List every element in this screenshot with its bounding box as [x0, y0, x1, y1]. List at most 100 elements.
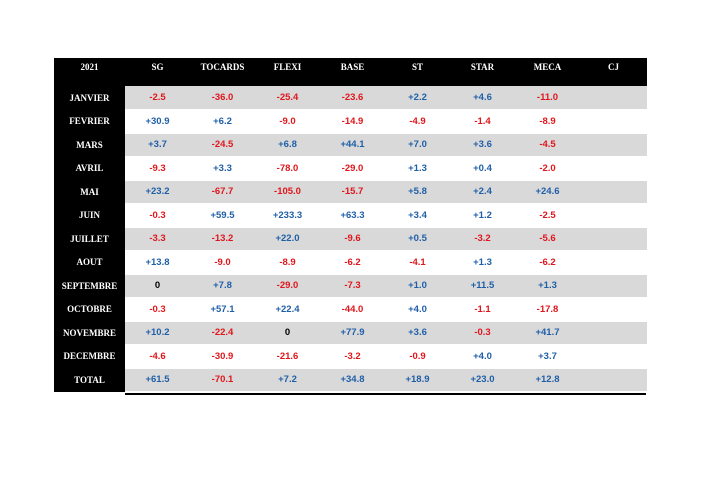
cell-star: +11.5	[450, 274, 515, 298]
table-row: OCTOBRE -0.3 +57.1 +22.4 -44.0 +4.0 -1.1 -17.8	[54, 297, 647, 322]
column-header-st: ST	[385, 58, 450, 75]
cell-base: -6.2	[320, 250, 385, 275]
cell-cj	[580, 86, 647, 110]
cell-tocards: -67.7	[190, 180, 255, 204]
cell-tocards: +59.5	[190, 203, 255, 228]
cell-cj	[580, 297, 647, 322]
cell-meca: -11.0	[515, 86, 580, 110]
cell-sg: +30.9	[125, 109, 190, 134]
cell-st: +0.5	[385, 227, 450, 251]
cell-cj	[580, 133, 647, 157]
cell-meca: +12.8	[515, 368, 580, 392]
cell-meca: -17.8	[515, 297, 580, 322]
cell-flexi: +6.8	[255, 133, 320, 157]
table-row: FEVRIER +30.9 +6.2 -9.0 -14.9 -4.9 -1.4 -8.9	[54, 109, 647, 134]
header-row: 2021 SG TOCARDS FLEXI BASE ST STAR MECA …	[54, 58, 647, 75]
row-label: AVRIL	[54, 156, 125, 180]
row-label: JANVIER	[54, 86, 125, 110]
cell-base: -15.7	[320, 180, 385, 204]
cell-tocards: -36.0	[190, 86, 255, 110]
cell-base: -14.9	[320, 109, 385, 134]
cell-flexi: +22.0	[255, 227, 320, 251]
cell-flexi: -8.9	[255, 250, 320, 275]
table-row: JANVIER -2.5 -36.0 -25.4 -23.6 +2.2 +4.6 -11.0	[54, 86, 647, 110]
cell-meca: +41.7	[515, 321, 580, 345]
cell-sg: -2.5	[125, 86, 190, 110]
cell-flexi: +7.2	[255, 368, 320, 392]
cell-meca: -5.6	[515, 227, 580, 251]
cell-cj	[580, 109, 647, 134]
column-header-flexi: FLEXI	[255, 58, 320, 75]
bottom-rule	[125, 393, 646, 395]
cell-base: +44.1	[320, 133, 385, 157]
cell-star: -0.3	[450, 321, 515, 345]
cell-flexi: -78.0	[255, 156, 320, 181]
table-row: MARS +3.7 -24.5 +6.8 +44.1 +7.0 +3.6 -4.5	[54, 133, 647, 157]
table-row: MAI +23.2 -67.7 -105.0 -15.7 +5.8 +2.4 +24.6	[54, 180, 647, 204]
total-row: TOTAL +61.5 -70.1 +7.2 +34.8 +18.9 +23.0 +12.8	[54, 368, 647, 392]
cell-flexi: +233.3	[255, 203, 320, 228]
cell-sg: -3.3	[125, 227, 190, 251]
row-label: DECEMBRE	[54, 344, 125, 368]
cell-st: +5.8	[385, 180, 450, 204]
row-label: OCTOBRE	[54, 297, 125, 321]
cell-star: +1.3	[450, 250, 515, 275]
cell-star: -1.4	[450, 109, 515, 134]
cell-flexi: -21.6	[255, 344, 320, 369]
cell-sg: -4.6	[125, 344, 190, 369]
column-header-tocards: TOCARDS	[190, 58, 255, 75]
cell-meca: -6.2	[515, 250, 580, 275]
row-label: AOUT	[54, 250, 125, 274]
cell-sg: 0	[125, 274, 190, 298]
cell-sg: -9.3	[125, 156, 190, 181]
cell-base: -3.2	[320, 344, 385, 369]
cell-st: +2.2	[385, 86, 450, 110]
cell-tocards: +7.8	[190, 274, 255, 298]
cell-tocards: +3.3	[190, 156, 255, 181]
cell-tocards: -70.1	[190, 368, 255, 392]
column-header-base: BASE	[320, 58, 385, 75]
row-label: MARS	[54, 133, 125, 157]
cell-flexi: 0	[255, 321, 320, 345]
cell-cj	[580, 203, 647, 228]
table-row: DECEMBRE -4.6 -30.9 -21.6 -3.2 -0.9 +4.0 +3.7	[54, 344, 647, 369]
cell-sg: -0.3	[125, 203, 190, 228]
cell-flexi: -25.4	[255, 86, 320, 110]
header-spacer	[125, 75, 647, 86]
cell-base: -7.3	[320, 274, 385, 298]
cell-star: +2.4	[450, 180, 515, 204]
cell-st: -0.9	[385, 344, 450, 369]
cell-st: +1.3	[385, 156, 450, 181]
row-label: JUIN	[54, 203, 125, 227]
cell-meca: -8.9	[515, 109, 580, 134]
column-header-meca: MECA	[515, 58, 580, 75]
cell-tocards: -9.0	[190, 250, 255, 275]
cell-tocards: -30.9	[190, 344, 255, 369]
cell-cj	[580, 321, 647, 345]
cell-sg: +10.2	[125, 321, 190, 345]
cell-flexi: -9.0	[255, 109, 320, 134]
cell-star: +0.4	[450, 156, 515, 181]
cell-flexi: -29.0	[255, 274, 320, 298]
cell-meca: +1.3	[515, 274, 580, 298]
cell-sg: +61.5	[125, 368, 190, 392]
cell-star: +4.6	[450, 86, 515, 110]
cell-tocards: +57.1	[190, 297, 255, 322]
cell-star: -1.1	[450, 297, 515, 322]
table-row: NOVEMBRE +10.2 -22.4 0 +77.9 +3.6 -0.3 +41.7	[54, 321, 647, 345]
cell-st: +18.9	[385, 368, 450, 392]
cell-tocards: -13.2	[190, 227, 255, 251]
cell-base: -23.6	[320, 86, 385, 110]
cell-star: +1.2	[450, 203, 515, 228]
cell-flexi: -105.0	[255, 180, 320, 204]
cell-st: +4.0	[385, 297, 450, 322]
column-header-cj: CJ	[580, 58, 647, 75]
cell-meca: +3.7	[515, 344, 580, 369]
row-label: FEVRIER	[54, 109, 125, 133]
cell-base: -44.0	[320, 297, 385, 322]
cell-tocards: -24.5	[190, 133, 255, 157]
cell-cj	[580, 344, 647, 369]
cell-meca: -2.5	[515, 203, 580, 228]
column-header-star: STAR	[450, 58, 515, 75]
header-spacer	[54, 75, 125, 86]
